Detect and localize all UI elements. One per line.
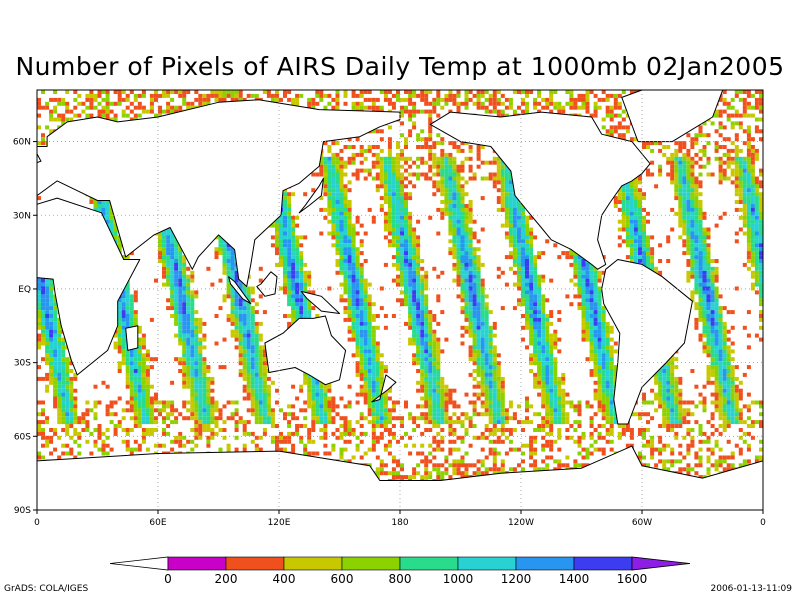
lat-tick-label: 30N [13, 211, 31, 221]
colorbar-label: 600 [331, 572, 354, 586]
land-eurasia [37, 99, 401, 287]
colorbar: 0 200 400 600 800 1000 1200 1400 1600 [109, 556, 691, 586]
colorbar-segment [399, 556, 459, 571]
render-timestamp: 2006-01-13-11:09 [710, 584, 793, 594]
lon-tick-label: 180 [391, 518, 408, 528]
colorbar-label: 800 [389, 572, 412, 586]
colorbar-segment [515, 556, 575, 571]
land-madagascar [125, 325, 139, 351]
lat-tick-label: 60S [14, 432, 31, 442]
grads-credit: GrADS: COLA/IGES [4, 584, 89, 594]
land-north-america [429, 111, 651, 270]
lon-tick-label: 0 [760, 518, 766, 528]
colorbar-segment [341, 556, 401, 571]
colorbar-label: 200 [215, 572, 238, 586]
land-borneo [256, 271, 278, 297]
colorbar-label: 0 [164, 572, 172, 586]
colorbar-label: 1200 [501, 572, 532, 586]
land-africa [37, 197, 141, 376]
land-new-zealand [371, 374, 397, 403]
land-masses [37, 90, 763, 510]
land-uk [37, 152, 42, 164]
land-australia [264, 315, 347, 386]
lon-tick-label: 60W [632, 518, 652, 528]
lon-tick-label: 120W [508, 518, 534, 528]
colorbar-segment [167, 556, 227, 571]
graticule [37, 90, 763, 510]
lat-tick-label: EQ [18, 285, 31, 295]
lon-tick-label: 0 [34, 518, 40, 528]
land-sumatra [228, 276, 252, 305]
colorbar-low-arrow [109, 556, 169, 571]
map-title: Number of Pixels of AIRS Daily Temp at 1… [15, 52, 785, 81]
lat-tick-label: 90S [14, 506, 31, 516]
land-japan [298, 177, 324, 214]
colorbar-segment [225, 556, 285, 571]
colorbar-segment [573, 556, 633, 571]
latitude-axis: 60N 30N EQ 30S 60S 90S [13, 138, 37, 516]
lon-tick-label: 120E [268, 518, 291, 528]
colorbar-high-arrow [631, 556, 691, 571]
land-greenland [621, 90, 724, 143]
longitude-axis: 0 60E 120E 180 120W 60W 0 [34, 510, 766, 528]
land-south-america [601, 259, 693, 425]
colorbar-segment [457, 556, 517, 571]
colorbar-label: 1000 [443, 572, 474, 586]
colorbar-segment [283, 556, 343, 571]
lon-tick-label: 60E [149, 518, 166, 528]
land-antarctica [37, 445, 763, 510]
colorbar-label: 1600 [617, 572, 648, 586]
land-new-guinea [300, 290, 340, 314]
colorbar-label: 400 [273, 572, 296, 586]
colorbar-label: 1400 [559, 572, 590, 586]
lat-tick-label: 60N [13, 138, 31, 148]
lat-tick-label: 30S [14, 359, 31, 369]
